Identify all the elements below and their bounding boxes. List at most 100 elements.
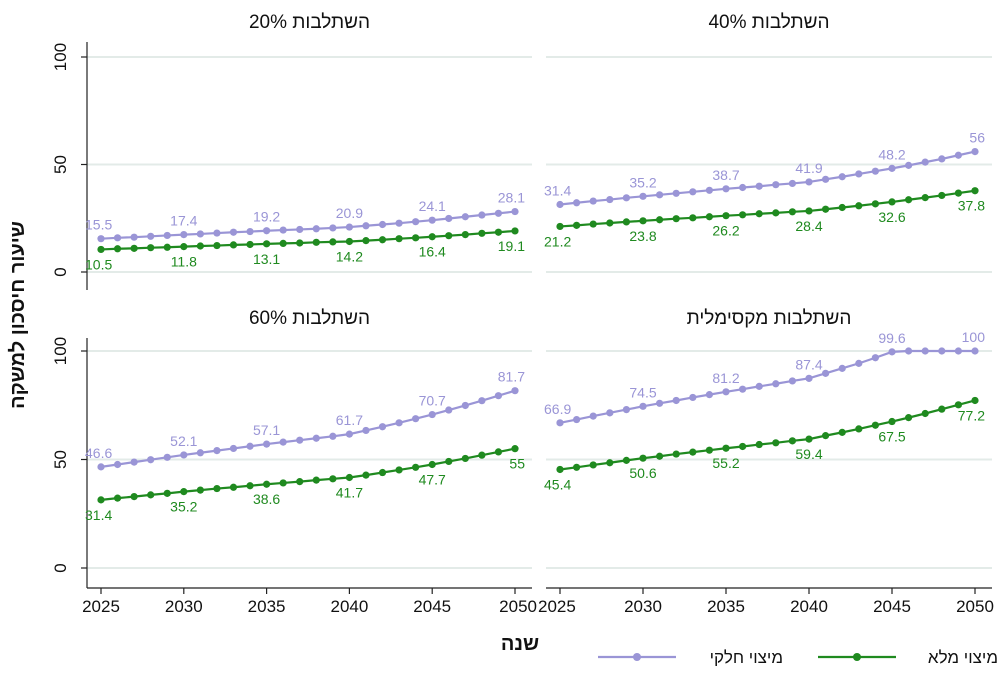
panel-0-partial-point: [246, 227, 254, 236]
legend-partial-marker: [633, 653, 641, 661]
panel-1-partial-point: [573, 199, 581, 207]
panel-3-partial-point: [589, 412, 597, 420]
panel-1-partial-point: [822, 175, 830, 183]
panel-1-partial-point: [689, 188, 697, 196]
panel-3-title: השתלבות מקסימלית: [687, 308, 852, 329]
panel-0-partial-point: [213, 229, 221, 237]
panel-0-full-point: [445, 232, 453, 240]
panel-3-full-point: [656, 452, 664, 460]
panel-0-full-data-label: 16.4: [419, 244, 446, 260]
panel-2-full-point: [445, 457, 453, 466]
panel-3-partial-point: [954, 347, 963, 355]
panel-3-x-tick-label: 2035: [707, 597, 745, 616]
panel-3-full-point: [954, 401, 963, 409]
panel-0-partial-data-label: 24.1: [419, 198, 446, 214]
panel-0-partial-point: [312, 225, 320, 233]
panel-2-full-point: [213, 484, 221, 493]
panel-3-full-point: [822, 432, 830, 440]
panel-3-full-point: [606, 459, 614, 467]
panel-1-partial-point: [888, 164, 896, 172]
panel-0-partial-point: [445, 214, 453, 223]
panel-2-partial-point: [263, 440, 271, 448]
panel-0-partial-point: [378, 220, 387, 229]
panel-2-partial-data-label: 70.7: [419, 393, 446, 409]
panel-1-partial-data-label: 38.7: [712, 167, 739, 183]
panel-0-full-point: [113, 245, 122, 253]
panel-1-partial-point: [772, 181, 780, 189]
panel-2-partial-point: [246, 442, 254, 450]
panel-0-partial-point: [147, 232, 155, 240]
panel-2-partial-point: [279, 438, 287, 446]
panel-3-partial-data-label: 100: [962, 329, 986, 345]
panel-1-partial-point: [722, 185, 730, 193]
panel-2-x-tick-label: 2040: [330, 597, 368, 616]
panel-3-x-tick-label: 2050: [956, 597, 994, 616]
panel-3-full-data-label: 45.4: [544, 476, 571, 492]
panel-0-partial-point: [97, 235, 105, 243]
panel-0-full-point: [296, 239, 304, 247]
panel-0-title: השתלבות 20%: [249, 12, 370, 33]
panel-3-partial-point: [656, 399, 664, 407]
panel-3-full-point: [921, 409, 929, 418]
panel-0-partial-data-label: 15.5: [85, 217, 112, 233]
panel-0-full-point: [130, 244, 138, 252]
panel-2-partial-point: [147, 456, 155, 464]
panel-0-partial-point: [345, 223, 353, 231]
panel-3-partial-point: [822, 369, 830, 377]
panel-2-full-point: [113, 494, 122, 502]
panel-2-full-point: [329, 475, 337, 483]
panel-2-partial-point: [163, 453, 171, 461]
panel-1-partial-point: [656, 191, 664, 199]
panel-0-full-data-label: 19.1: [498, 238, 525, 254]
panel-2-full-point: [229, 483, 238, 491]
panel-3-partial-point: [788, 377, 797, 385]
panel-1-partial-point: [954, 151, 963, 159]
panel-3-full-point: [573, 463, 581, 471]
panel-2-partial-point: [494, 392, 503, 400]
panel-1-partial-point: [921, 158, 929, 166]
y-axis-title: שיעור חיסכון למשקה: [7, 221, 29, 409]
panel-2-partial-point: [461, 401, 469, 410]
panel-1-full-point: [905, 196, 913, 204]
panel-1-full-point: [838, 203, 846, 212]
panel-0-full-point: [246, 240, 254, 249]
panel-2-full-point: [180, 488, 188, 496]
panel-1-full-data-label: 26.2: [712, 223, 739, 239]
panel-0-full-point: [180, 243, 188, 251]
panel-3-background: [546, 338, 992, 588]
panel-3-partial-point: [772, 380, 780, 388]
panel-2-full-data-label: 41.7: [336, 485, 363, 501]
panel-0-full-data-label: 14.2: [336, 248, 363, 264]
panel-2-full-point: [196, 486, 204, 494]
panel-2-full-data-label: 47.7: [419, 471, 446, 487]
panel-0-partial-point: [511, 207, 519, 216]
panel-2-partial-data-label: 46.6: [85, 445, 112, 461]
x-axis-title: שנה: [501, 633, 539, 655]
panel-2-partial-point: [180, 451, 188, 459]
panel-1-full-point: [722, 212, 730, 220]
panel-2-x-tick-label: 2050: [499, 597, 537, 616]
panel-0-full-data-label: 11.8: [171, 254, 197, 270]
panel-3-partial-point: [639, 402, 647, 410]
panel-1-partial-data-label: 41.9: [795, 160, 822, 176]
panel-0-full-point: [478, 229, 486, 237]
panel-1-full-point: [871, 200, 880, 208]
panel-0-y-tick-label: 100: [51, 43, 70, 71]
panel-0-full-point: [147, 244, 155, 252]
panel-0-partial-data-label: 28.1: [498, 190, 525, 206]
panel-0-full-point: [412, 234, 420, 242]
panel-3-partial-point: [938, 347, 946, 355]
panel-2-y-tick-label: 50: [51, 450, 70, 469]
panel-3-partial-data-label: 66.9: [544, 401, 571, 417]
panel-2-partial-point: [196, 449, 204, 457]
panel-0-full-point: [312, 238, 320, 246]
panel-0-partial-point: [229, 228, 238, 236]
panel-1-partial-point: [556, 200, 564, 209]
panel-2-full-point: [412, 463, 420, 471]
panel-1-partial-point: [639, 192, 647, 200]
panel-2-full-data-label: 35.2: [170, 499, 197, 515]
panel-2-background: [87, 338, 532, 588]
panel-2-full-point: [511, 445, 519, 453]
panel-0-full-point: [263, 240, 271, 248]
panel-3-partial-point: [805, 374, 813, 382]
